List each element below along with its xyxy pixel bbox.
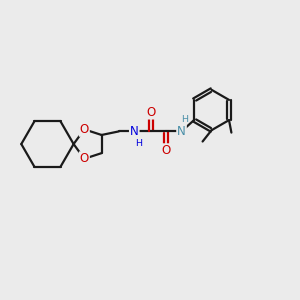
Text: O: O (80, 123, 89, 136)
Text: N: N (177, 125, 186, 138)
Text: O: O (161, 144, 171, 157)
Text: H: H (135, 139, 142, 148)
Text: N: N (130, 125, 139, 138)
Text: H: H (182, 115, 189, 124)
Text: O: O (146, 106, 155, 118)
Text: O: O (80, 152, 89, 165)
